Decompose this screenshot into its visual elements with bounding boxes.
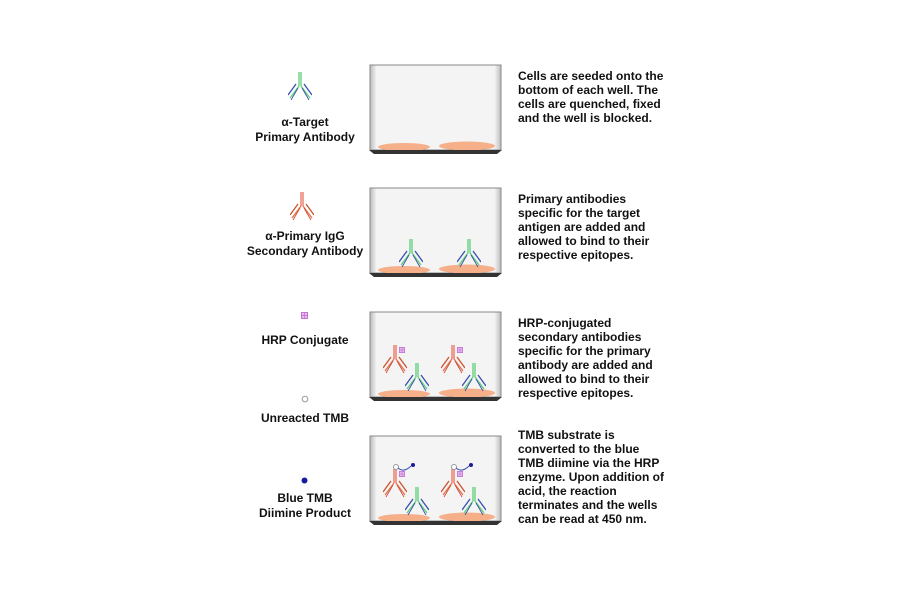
legend-hrp: HRP Conjugate <box>261 333 349 347</box>
hrp-icon <box>301 312 308 319</box>
hrp-conjugate <box>399 471 405 477</box>
legend-blue-tmb-line1: Blue TMB <box>277 491 333 505</box>
legend-primary-line1: α-Target <box>281 115 329 129</box>
well-step-4 <box>369 435 502 526</box>
legend-secondary-line1: α-Primary IgG <box>265 229 345 243</box>
primary-antibody-icon <box>288 72 312 106</box>
legend-blue-tmb-line2: Diimine Product <box>258 506 351 520</box>
legend-blue-tmb: Blue TMB Diimine Product <box>240 491 370 521</box>
hrp-conjugate <box>457 471 463 477</box>
legend-primary-antibody: α-Target Primary Antibody <box>240 115 370 145</box>
step-4-description: TMB substrate is converted to the blue T… <box>518 428 664 526</box>
legend-secondary-antibody: α-Primary IgG Secondary Antibody <box>240 229 370 259</box>
well-step-1 <box>369 64 502 155</box>
well-step-3 <box>369 311 502 402</box>
legend-unreacted-tmb: Unreacted TMB <box>260 411 349 425</box>
step-2-description: Primary antibodies specific for the targ… <box>518 192 650 262</box>
unreacted-tmb-icon <box>301 395 309 403</box>
blue-tmb-icon <box>301 477 308 484</box>
hrp-conjugate <box>457 347 463 353</box>
legend-primary-line2: Primary Antibody <box>255 130 355 144</box>
tmb-reaction <box>393 463 473 471</box>
well-step-2 <box>369 187 502 278</box>
hrp-conjugate <box>399 347 405 353</box>
step-1-description: Cells are seeded onto the bottom of each… <box>518 69 664 125</box>
legend-secondary-line2: Secondary Antibody <box>246 244 364 258</box>
secondary-antibody-icon <box>290 192 314 226</box>
step-3-description: HRP-conjugated secondary antibodies spec… <box>518 316 653 400</box>
